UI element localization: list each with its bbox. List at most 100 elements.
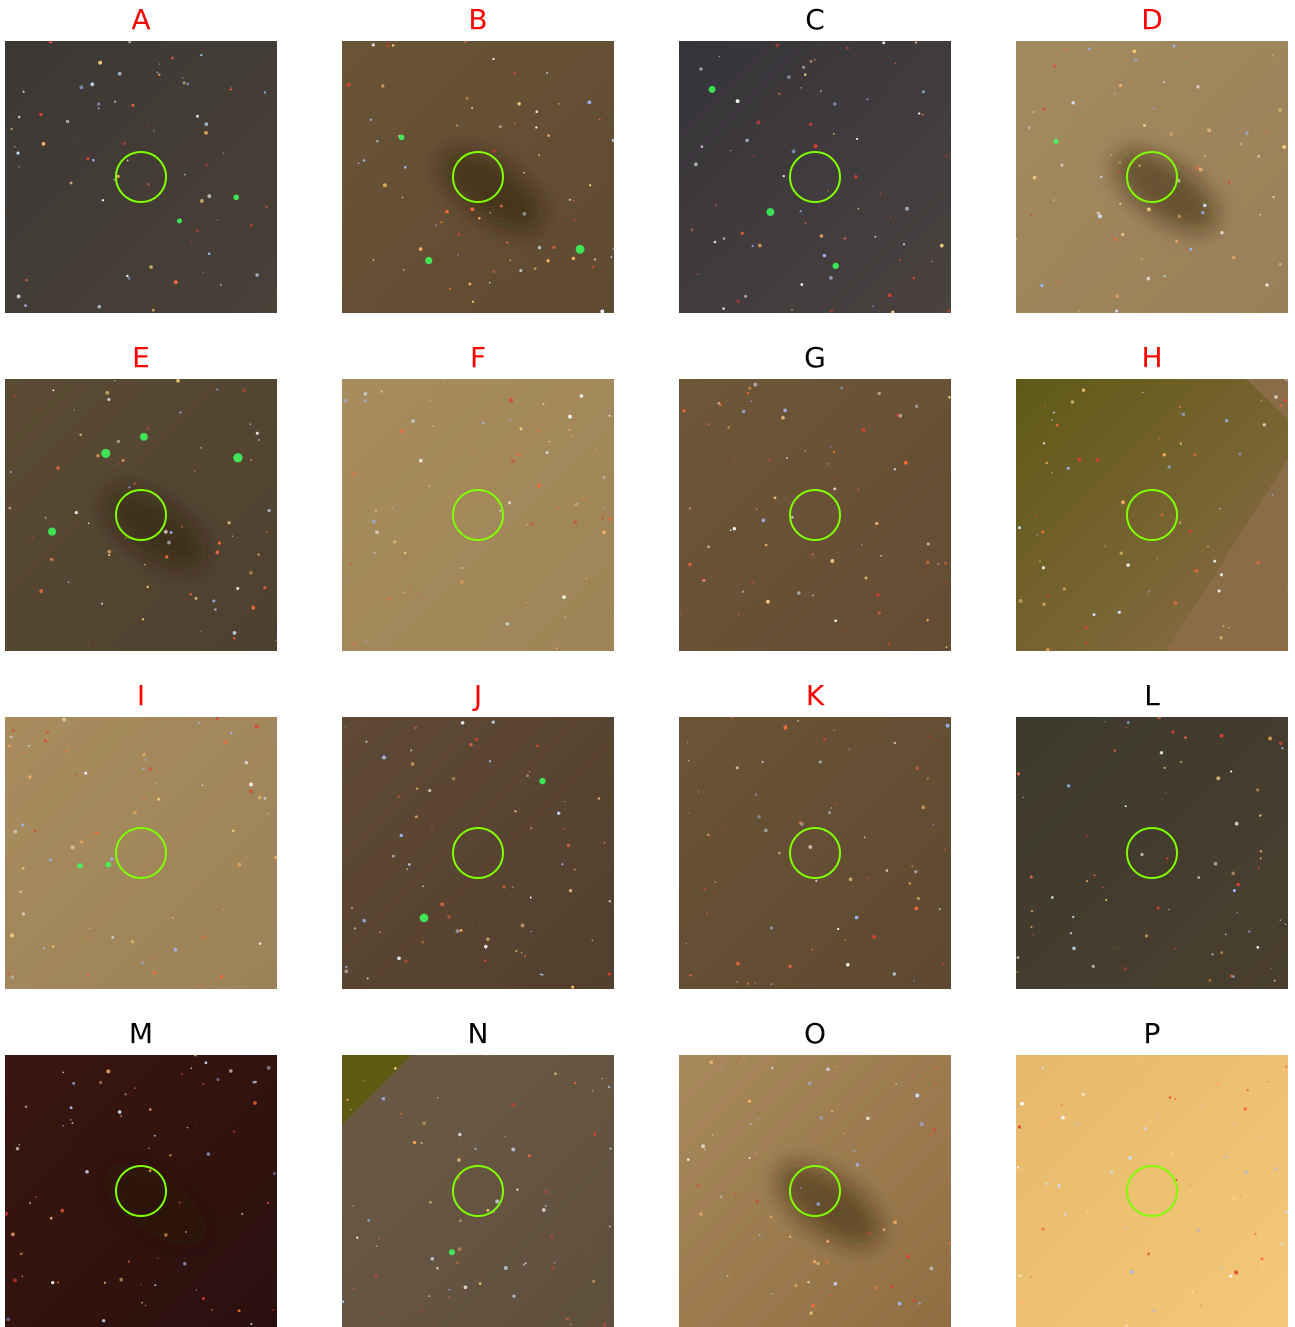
star — [376, 1245, 378, 1247]
star — [713, 240, 717, 244]
star — [562, 595, 566, 599]
star — [67, 581, 70, 584]
star — [572, 199, 575, 202]
image-edge-region — [1166, 379, 1288, 651]
star — [1057, 281, 1060, 284]
star — [513, 71, 517, 75]
star — [1194, 569, 1199, 573]
star — [274, 639, 277, 642]
star — [459, 1155, 462, 1158]
star — [156, 71, 159, 74]
star — [1113, 238, 1117, 242]
star — [803, 73, 807, 77]
star — [117, 71, 122, 76]
star — [1193, 453, 1197, 457]
star — [410, 762, 415, 766]
star — [1206, 545, 1210, 548]
star — [237, 1309, 241, 1313]
star — [507, 501, 512, 505]
star — [410, 749, 413, 752]
star — [1085, 835, 1088, 838]
star — [204, 1061, 208, 1065]
star — [1050, 419, 1053, 421]
star — [69, 1106, 73, 1110]
star — [826, 1067, 830, 1072]
star — [1077, 310, 1080, 313]
star — [1219, 507, 1221, 510]
star — [811, 948, 814, 952]
star — [1159, 751, 1164, 755]
star — [200, 447, 202, 449]
star — [766, 599, 770, 604]
star — [906, 1254, 911, 1259]
star — [351, 907, 353, 910]
image-edge-region — [342, 1055, 412, 1125]
star — [123, 142, 126, 145]
star — [1171, 730, 1175, 734]
star — [702, 577, 706, 581]
star — [1269, 579, 1271, 581]
star — [381, 84, 385, 88]
star — [158, 63, 161, 65]
star — [382, 183, 387, 188]
star — [807, 1280, 810, 1284]
star — [488, 760, 492, 763]
star — [14, 394, 17, 398]
aperture-circle — [452, 1165, 504, 1217]
star — [169, 530, 173, 535]
star — [1016, 956, 1020, 960]
aperture-circle — [1126, 151, 1178, 203]
star — [116, 439, 120, 444]
star — [688, 562, 692, 567]
star — [207, 252, 211, 256]
star — [150, 956, 153, 959]
star — [846, 962, 850, 967]
star — [515, 950, 518, 953]
star — [823, 737, 827, 741]
star — [236, 587, 240, 590]
star — [411, 419, 415, 423]
star — [90, 82, 95, 87]
star — [1196, 1228, 1200, 1232]
star — [1179, 760, 1183, 764]
star — [1118, 170, 1121, 173]
sky-image — [342, 41, 614, 313]
star — [1066, 466, 1070, 470]
star — [1203, 154, 1206, 157]
star — [1211, 953, 1214, 956]
star — [459, 580, 464, 585]
aperture-circle — [452, 151, 504, 203]
star — [196, 114, 199, 118]
star — [265, 531, 268, 534]
star — [912, 277, 915, 280]
star — [770, 983, 773, 985]
star — [1130, 1270, 1134, 1274]
star — [690, 228, 694, 232]
star — [916, 896, 920, 900]
star — [944, 561, 948, 565]
star — [203, 935, 206, 939]
star — [415, 591, 418, 594]
star — [696, 273, 699, 276]
star — [113, 100, 117, 103]
star — [891, 1285, 895, 1288]
star — [43, 739, 47, 743]
star — [1224, 419, 1229, 423]
star — [1174, 239, 1179, 244]
sky-image — [679, 717, 951, 989]
star — [1152, 1308, 1156, 1313]
star — [1032, 175, 1037, 180]
star — [1075, 1122, 1079, 1125]
star — [573, 1081, 577, 1085]
star — [846, 46, 849, 50]
sky-image — [342, 379, 614, 651]
star — [707, 833, 709, 836]
star — [1142, 391, 1144, 394]
star — [756, 1151, 758, 1154]
star — [62, 1071, 65, 1074]
star — [1197, 876, 1201, 879]
star — [1243, 1107, 1247, 1111]
star — [357, 162, 360, 165]
star — [1118, 83, 1123, 88]
star — [461, 566, 464, 570]
